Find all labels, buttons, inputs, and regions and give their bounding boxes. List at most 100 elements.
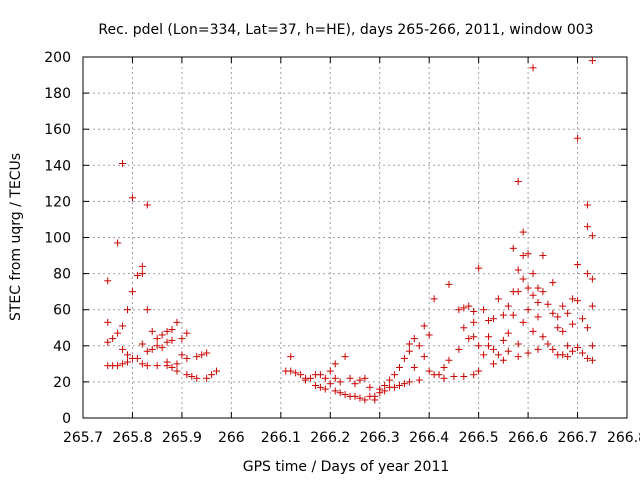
- data-point: [564, 309, 572, 317]
- grid-lines: [83, 57, 627, 418]
- data-point: [153, 342, 161, 350]
- data-point: [450, 372, 458, 380]
- data-point: [588, 57, 596, 65]
- data-point: [524, 284, 532, 292]
- data-point: [485, 317, 493, 325]
- data-point: [504, 329, 512, 337]
- data-point: [549, 309, 557, 317]
- data-point: [183, 329, 191, 337]
- y-axis-label: STEC from uqrg / TECUs: [8, 153, 24, 321]
- data-point: [331, 374, 339, 382]
- data-point: [361, 396, 369, 404]
- data-point: [193, 353, 201, 361]
- data-point: [208, 371, 216, 379]
- data-point: [287, 353, 295, 361]
- data-point: [376, 385, 384, 393]
- data-point: [509, 244, 517, 252]
- data-point: [163, 338, 171, 346]
- data-point: [583, 270, 591, 278]
- data-point: [396, 363, 404, 371]
- data-point: [148, 327, 156, 335]
- data-point: [371, 392, 379, 400]
- data-point: [470, 308, 478, 316]
- data-point: [119, 345, 127, 353]
- data-point: [583, 354, 591, 362]
- data-point: [114, 362, 122, 370]
- data-point: [549, 345, 557, 353]
- data-point: [529, 291, 537, 299]
- data-point: [470, 333, 478, 341]
- data-point: [119, 322, 127, 330]
- data-point: [292, 369, 300, 377]
- data-point: [124, 358, 132, 366]
- data-point: [559, 351, 567, 359]
- data-point: [489, 360, 497, 368]
- data-point: [524, 349, 532, 357]
- data-point: [574, 261, 582, 269]
- data-point: [391, 383, 399, 391]
- data-point: [494, 295, 502, 303]
- data-point: [415, 342, 423, 350]
- data-point: [445, 356, 453, 364]
- data-point: [588, 232, 596, 240]
- data-points: [104, 57, 596, 404]
- data-point: [193, 374, 201, 382]
- data-point: [138, 270, 146, 278]
- data-point: [574, 297, 582, 305]
- data-point: [336, 378, 344, 386]
- data-point: [460, 324, 468, 332]
- data-point: [460, 304, 468, 312]
- data-point: [430, 295, 438, 303]
- data-point: [440, 374, 448, 382]
- data-point: [569, 347, 577, 355]
- data-point: [316, 371, 324, 379]
- data-point: [534, 345, 542, 353]
- data-point: [109, 335, 117, 343]
- data-point: [321, 385, 329, 393]
- data-point: [539, 252, 547, 260]
- data-point: [163, 362, 171, 370]
- data-point: [153, 362, 161, 370]
- x-tick-label: 266: [218, 430, 245, 446]
- data-point: [534, 284, 542, 292]
- data-point: [465, 302, 473, 310]
- data-point: [455, 306, 463, 314]
- x-tick-label: 266.1: [261, 430, 301, 446]
- data-point: [524, 306, 532, 314]
- data-point: [519, 228, 527, 236]
- data-point: [465, 335, 473, 343]
- data-point: [420, 353, 428, 361]
- y-tick-label: 120: [44, 194, 71, 210]
- data-point: [405, 347, 413, 355]
- x-tick-label: 266.3: [360, 430, 400, 446]
- data-point: [405, 340, 413, 348]
- data-point: [331, 387, 339, 395]
- data-point: [153, 335, 161, 343]
- x-tick-label: 266.2: [310, 430, 350, 446]
- data-point: [470, 318, 478, 326]
- data-point: [578, 349, 586, 357]
- data-point: [311, 382, 319, 390]
- data-point: [114, 329, 122, 337]
- data-point: [499, 356, 507, 364]
- data-point: [549, 279, 557, 287]
- data-point: [499, 311, 507, 319]
- data-point: [534, 313, 542, 321]
- data-point: [569, 320, 577, 328]
- data-point: [119, 159, 127, 167]
- data-point: [514, 353, 522, 361]
- data-point: [588, 342, 596, 350]
- x-axis: 265.7 265.8 265.9 266 266.1 266.2 266.3 266.4 26…: [63, 57, 640, 446]
- data-point: [168, 326, 176, 334]
- data-point: [297, 371, 305, 379]
- data-point: [104, 338, 112, 346]
- data-point: [203, 349, 211, 357]
- data-point: [356, 376, 364, 384]
- data-point: [400, 354, 408, 362]
- data-point: [514, 288, 522, 296]
- data-point: [440, 363, 448, 371]
- data-point: [544, 340, 552, 348]
- y-tick-label: 80: [53, 267, 71, 283]
- data-point: [539, 288, 547, 296]
